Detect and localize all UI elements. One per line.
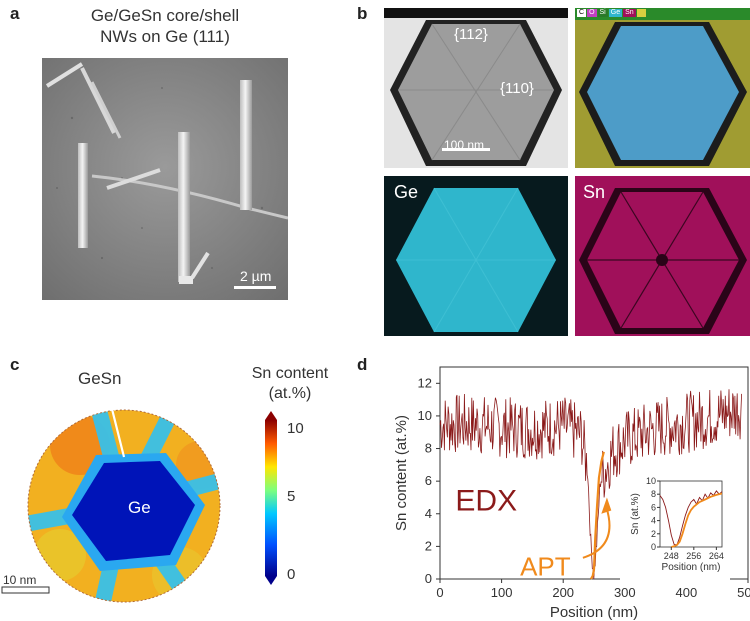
colorbar-tick-0: 0 <box>287 566 296 583</box>
legend-o: O <box>587 9 597 17</box>
x-tick-label: 300 <box>614 585 636 600</box>
panel-a-title-line2: NWs on Ge (111) <box>100 27 230 46</box>
inset-x-tick-label: 248 <box>664 551 679 561</box>
inset-y-tick-label: 2 <box>651 529 656 539</box>
apt-sn-map <box>1 383 277 603</box>
colorbar <box>265 420 277 576</box>
gesn-label: GeSn <box>78 369 122 388</box>
legend-ge: Ge <box>608 9 623 17</box>
panel-a-scale-label: 2 µm <box>240 268 272 284</box>
x-tick-label: 0 <box>436 585 443 600</box>
facet-112-label: {112} <box>454 26 488 43</box>
tem-image: {112} {110} 100 nm <box>384 8 568 168</box>
colorbar-title-line1: Sn content <box>251 365 329 382</box>
y-tick-label: 12 <box>418 375 432 390</box>
inset-x-tick-label: 256 <box>686 551 701 561</box>
tem-scale-label: 100 nm <box>444 138 485 152</box>
inset-apt-line <box>671 492 723 548</box>
panel-d-label: d <box>357 355 368 374</box>
sn-map: Sn <box>575 176 750 336</box>
sem-image: 2 µm <box>42 58 288 300</box>
edx-element-legend: C O Si Ge Sn <box>577 9 646 17</box>
inset-frame <box>659 480 723 548</box>
inset-x-tick-label: 264 <box>709 551 724 561</box>
edx-composite-image <box>575 8 750 168</box>
sn-map-label: Sn <box>583 182 606 202</box>
y-tick-label: 6 <box>425 473 432 488</box>
panel-c-scale-label: 10 nm <box>3 573 37 587</box>
legend-swatch <box>636 9 646 17</box>
y-axis-label: Sn content (at.%) <box>393 415 410 531</box>
inset-background <box>620 473 730 583</box>
apt-arrow <box>582 506 611 559</box>
sn-profile-chart: 0100200300400500024681012Position (nm)Sn… <box>393 366 750 621</box>
colorbar-tick-5: 5 <box>287 488 296 505</box>
ge-map-label: Ge <box>394 182 419 202</box>
colorbar-tick-10: 10 <box>287 420 304 437</box>
y-tick-label: 0 <box>425 571 432 586</box>
y-tick-label: 10 <box>418 408 432 423</box>
panel-c-label: c <box>10 355 20 374</box>
x-axis-label: Position (nm) <box>550 604 638 621</box>
inset-x-axis-label: Position (nm) <box>662 562 721 573</box>
apt-annotation: APT <box>520 552 571 582</box>
inset-y-tick-label: 6 <box>651 502 656 512</box>
tem-hexagon-image <box>384 8 568 168</box>
colorbar-title-line2: (at.%) <box>268 385 312 402</box>
inset-y-tick-label: 0 <box>651 542 656 552</box>
panel-a-title: Ge/GeSn core/shell NWs on Ge (111) <box>40 5 290 47</box>
ge-map-image <box>384 176 568 336</box>
edx-series-line <box>439 389 742 580</box>
panel-a-label: a <box>10 4 20 23</box>
ge-core-label: Ge <box>128 498 151 517</box>
inset-y-axis-label: Sn (at.%) <box>630 493 641 535</box>
x-tick-label: 400 <box>676 585 698 600</box>
inset-edx-line <box>659 490 723 546</box>
x-tick-label: 100 <box>491 585 513 600</box>
y-tick-label: 8 <box>425 441 432 456</box>
edx-annotation: EDX <box>455 485 517 518</box>
colorbar-title: Sn content (at.%) <box>244 364 336 404</box>
apt-series-line <box>589 451 605 580</box>
y-tick-label: 4 <box>425 506 432 521</box>
legend-c: C <box>577 9 587 17</box>
panel-b-label: b <box>357 4 368 23</box>
sn-map-image <box>575 176 750 336</box>
ge-map: Ge <box>384 176 568 336</box>
legend-si: Si <box>597 9 608 17</box>
panel-a-title-line1: Ge/GeSn core/shell <box>90 6 240 25</box>
inset-y-tick-label: 4 <box>651 516 656 526</box>
inset-y-tick-label: 8 <box>651 489 656 499</box>
inset-y-tick-label: 10 <box>646 476 656 486</box>
legend-sn: Sn <box>623 9 636 17</box>
y-tick-label: 2 <box>425 538 432 553</box>
x-tick-label: 200 <box>552 585 574 600</box>
x-tick-label: 500 <box>737 585 750 600</box>
edx-composite-map: C O Si Ge Sn <box>575 8 750 168</box>
apt-disc <box>28 410 220 602</box>
facet-110-label: {110} <box>500 80 534 97</box>
sem-nanowires-image <box>42 58 288 300</box>
apt-arrowhead <box>601 497 612 514</box>
